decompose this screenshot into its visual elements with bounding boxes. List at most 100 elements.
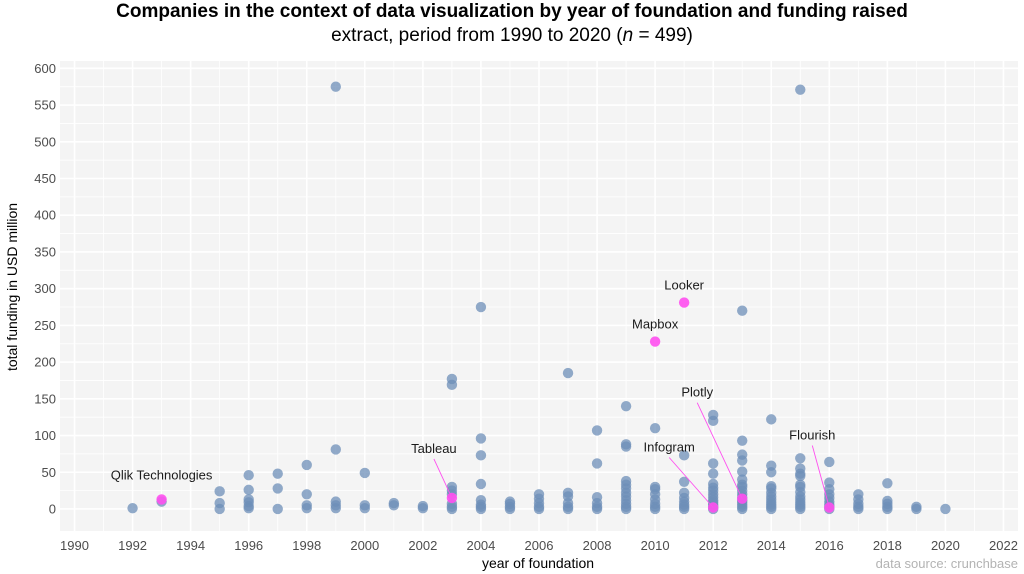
data-point [475, 450, 487, 461]
data-point [272, 468, 283, 479]
data-point [475, 478, 487, 490]
y-tick-label: 400 [34, 208, 56, 223]
data-point [940, 503, 951, 515]
y-tick-label: 350 [34, 244, 56, 259]
data-point [795, 84, 806, 95]
highlight-point-flourish [824, 502, 835, 513]
x-tick-label: 1994 [176, 538, 205, 553]
y-tick-label: 250 [34, 318, 56, 333]
data-point [214, 486, 225, 497]
data-point [795, 453, 806, 464]
annotation-leader-plotly [696, 402, 743, 499]
data-point [620, 439, 632, 450]
data-point [707, 458, 719, 469]
x-tick-label: 2020 [931, 538, 960, 553]
annotation-label-qlik-technologies: Qlik Technologies [111, 467, 213, 482]
data-point [301, 459, 312, 471]
annotation-leader-infogram [668, 457, 714, 508]
axis-ticks: 1990 1992 1994 1996 1998 2000 2002 2004 2006 2008… [34, 61, 1018, 553]
data-point [243, 494, 254, 505]
data-point [766, 481, 777, 492]
data-point [853, 489, 864, 500]
data-point [707, 468, 719, 479]
data-point [737, 474, 748, 485]
data-point [243, 484, 254, 496]
data-point [127, 503, 138, 514]
annotation-leader-flourish [811, 445, 830, 508]
highlight-point-infogram [707, 502, 719, 513]
chart-title: Companies in the context of data visuali… [116, 1, 908, 22]
data-point [591, 425, 603, 436]
data-point [301, 489, 312, 500]
data-point [911, 501, 922, 512]
data-point [795, 463, 806, 474]
x-tick-label: 2008 [583, 538, 612, 553]
annotation-label-mapbox: Mapbox [632, 317, 679, 332]
highlight-point-tableau [446, 492, 458, 504]
data-point [882, 495, 893, 507]
data-point [475, 301, 487, 313]
data-point [591, 492, 603, 503]
data-point [562, 367, 574, 379]
highlight-point-mapbox [649, 336, 661, 347]
data-point [272, 483, 283, 494]
data-point [417, 500, 429, 512]
x-tick-label: 2000 [350, 538, 379, 553]
x-tick-label: 2006 [525, 538, 554, 553]
y-tick-label: 100 [34, 428, 56, 443]
data-point [620, 475, 632, 487]
data-point [591, 458, 603, 469]
y-tick-label: 50 [42, 465, 56, 480]
annotation-label-looker: Looker [664, 278, 704, 293]
x-tick-label: 2016 [815, 538, 844, 553]
x-tick-label: 1998 [292, 538, 321, 553]
data-point [882, 478, 893, 489]
x-tick-label: 2002 [408, 538, 437, 553]
y-tick-label: 450 [34, 171, 56, 186]
highlight-point-looker [678, 297, 690, 308]
x-tick-label: 1990 [60, 538, 89, 553]
x-tick-label: 2018 [873, 538, 902, 553]
data-point [504, 496, 516, 507]
data-point [678, 450, 690, 461]
data-point [533, 489, 545, 500]
data-point [707, 409, 719, 421]
data-point [649, 481, 661, 493]
highlight-point-plotly [737, 493, 748, 504]
y-tick-label: 600 [34, 61, 56, 76]
data-point [737, 305, 748, 316]
subtitle-prefix: extract, period from 1990 to 2020 ( [331, 25, 623, 46]
annotation-leader-tableau [433, 458, 453, 499]
data-point [737, 449, 748, 460]
data-point [359, 500, 371, 511]
data-point [214, 497, 225, 509]
x-axis-title: year of foundation [482, 555, 594, 571]
data-point [766, 460, 777, 471]
y-tick-label: 0 [49, 501, 56, 516]
data-point [766, 414, 777, 425]
data-point [446, 373, 458, 385]
annotation-label-infogram: Infogram [644, 440, 695, 455]
chart-subtitle: extract, period from 1990 to 2020 (n = 4… [0, 25, 1024, 47]
data-point [475, 433, 487, 444]
data-point [620, 400, 632, 412]
x-tick-label: 2012 [699, 538, 728, 553]
data-point [824, 477, 835, 488]
highlight-point-qlik-technologies [156, 494, 167, 505]
data-point [649, 422, 661, 434]
y-tick-label: 300 [34, 281, 56, 296]
annotation-label-tableau: Tableau [411, 441, 457, 456]
data-point [388, 497, 400, 509]
annotation-label-plotly: Plotly [681, 385, 713, 400]
data-point [707, 478, 719, 490]
data-point [475, 494, 487, 506]
y-tick-label: 150 [34, 391, 56, 406]
data-point [301, 500, 312, 511]
x-tick-label: 1996 [234, 538, 263, 553]
data-point [737, 466, 748, 477]
y-tick-label: 500 [34, 134, 56, 149]
x-tick-label: 1992 [118, 538, 147, 553]
x-tick-label: 2004 [466, 538, 495, 553]
data-point [243, 469, 254, 481]
